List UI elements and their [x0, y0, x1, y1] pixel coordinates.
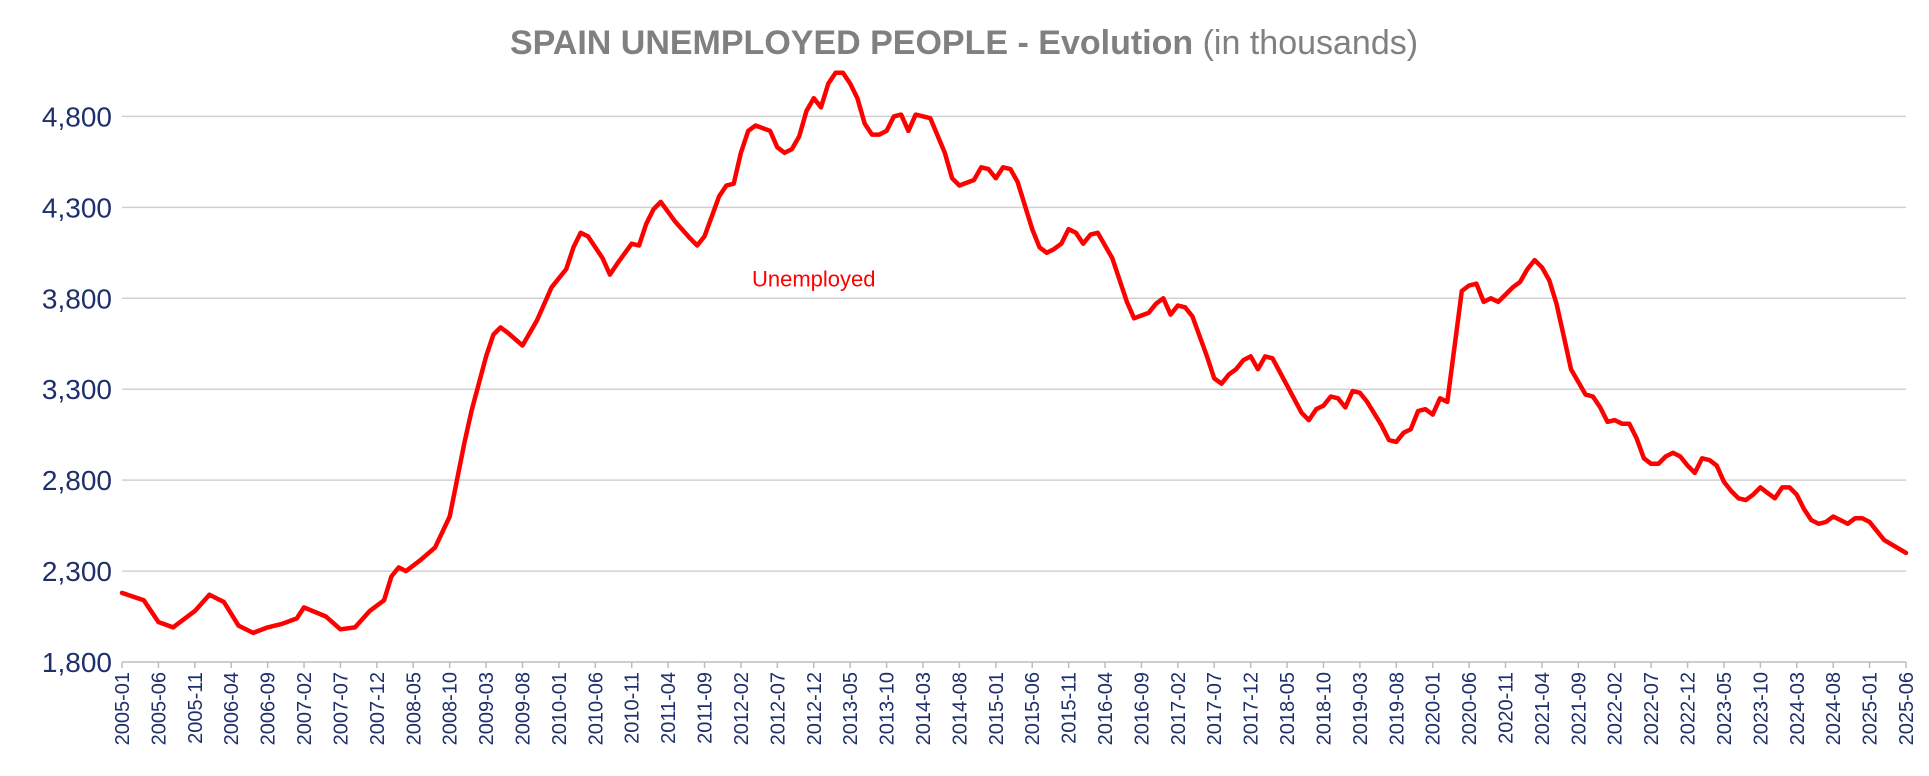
- x-tick-label: 2005-06: [148, 672, 170, 745]
- x-tick-label: 2011-09: [695, 672, 717, 744]
- x-tick-label: 2007-12: [367, 672, 389, 745]
- x-tick-label: 2005-01: [112, 672, 134, 745]
- x-tick-label: 2010-06: [585, 672, 607, 745]
- x-tick-label: 2009-08: [512, 672, 534, 745]
- x-tick-label: 2024-08: [1823, 672, 1845, 745]
- x-tick-label: 2024-03: [1787, 672, 1809, 745]
- y-axis-ticks: 1,800 2,300 2,800 3,300 3,800 4,300 4,800: [42, 101, 112, 678]
- y-tick-label: 4,300: [42, 192, 112, 223]
- x-tick-label: 2016-09: [1131, 672, 1153, 745]
- chart-title: SPAIN UNEMPLOYED PEOPLE - Evolution (in …: [510, 24, 1418, 62]
- x-tick-label: 2007-02: [294, 672, 316, 745]
- x-tick-label: 2025-06: [1896, 672, 1918, 745]
- x-tick-label: 2013-10: [877, 672, 899, 745]
- x-tick-label: 2010-11: [622, 672, 644, 744]
- x-tick-label: 2007-07: [330, 672, 352, 745]
- gridlines: [122, 115, 1906, 663]
- x-tick-label: 2021-04: [1532, 672, 1554, 745]
- x-tick-label: 2018-05: [1277, 672, 1299, 745]
- x-tick-label: 2017-07: [1204, 672, 1226, 745]
- x-tick-label: 2012-12: [804, 672, 826, 745]
- x-tick-label: 2025-01: [1860, 672, 1882, 745]
- x-tick-label: 2018-10: [1313, 672, 1335, 745]
- x-tick-label: 2022-02: [1605, 672, 1627, 745]
- x-tick-label: 2020-11: [1496, 672, 1518, 744]
- series-lines: [119, 70, 1909, 636]
- x-tick-label: 2012-07: [767, 672, 789, 745]
- y-tick-label: 3,300: [42, 374, 112, 405]
- x-tick-label: 2006-09: [258, 672, 280, 745]
- x-tick-label: 2017-02: [1168, 672, 1190, 745]
- x-tick-label: 2022-07: [1641, 672, 1663, 745]
- x-tick-label: 2022-12: [1678, 672, 1700, 745]
- y-tick-label: 3,800: [42, 283, 112, 314]
- x-tick-label: 2005-11: [185, 672, 207, 744]
- x-tick-label: 2015-11: [1059, 672, 1081, 744]
- x-tick-label: 2023-05: [1714, 672, 1736, 745]
- x-tick-label: 2016-04: [1095, 672, 1117, 745]
- x-tick-label: 2012-02: [731, 672, 753, 745]
- x-tick-label: 2013-05: [840, 672, 862, 745]
- series-label-unemployed: Unemployed: [752, 266, 876, 291]
- x-tick-label: 2020-01: [1423, 672, 1445, 745]
- x-tick-label: 2008-10: [440, 672, 462, 745]
- y-tick-label: 2,300: [42, 556, 112, 587]
- x-tick-label: 2010-01: [549, 672, 571, 745]
- chart-title-unit: (in thousands): [1193, 24, 1418, 62]
- x-tick-label: 2014-08: [949, 672, 971, 745]
- x-tick-label: 2011-04: [658, 672, 680, 744]
- y-tick-label: 2,800: [42, 465, 112, 496]
- x-tick-label: 2019-08: [1386, 672, 1408, 745]
- x-tick-label: 2021-09: [1568, 672, 1590, 745]
- y-tick-label: 4,800: [42, 101, 112, 132]
- series-line-unemployed: [119, 70, 1909, 636]
- x-tick-label: 2006-04: [221, 672, 243, 745]
- x-tick-label: 2014-03: [913, 672, 935, 745]
- x-tick-label: 2015-01: [986, 672, 1008, 745]
- chart-title-main: SPAIN UNEMPLOYED PEOPLE - Evolution: [510, 24, 1193, 62]
- x-tick-label: 2023-10: [1750, 672, 1772, 745]
- x-tick-label: 2019-03: [1350, 672, 1372, 745]
- series-labels: Unemployed: [752, 266, 876, 291]
- x-tick-label: 2015-06: [1022, 672, 1044, 745]
- x-tick-label: 2020-06: [1459, 672, 1481, 745]
- x-tick-label: 2009-03: [476, 672, 498, 745]
- y-tick-label: 1,800: [42, 647, 112, 678]
- x-tick-label: 2008-05: [403, 672, 425, 745]
- x-tick-label: 2017-12: [1241, 672, 1263, 745]
- x-axis-ticks: 2005-01 2005-06 2005-11 2006-04 2006-09 2007-…: [112, 662, 1918, 745]
